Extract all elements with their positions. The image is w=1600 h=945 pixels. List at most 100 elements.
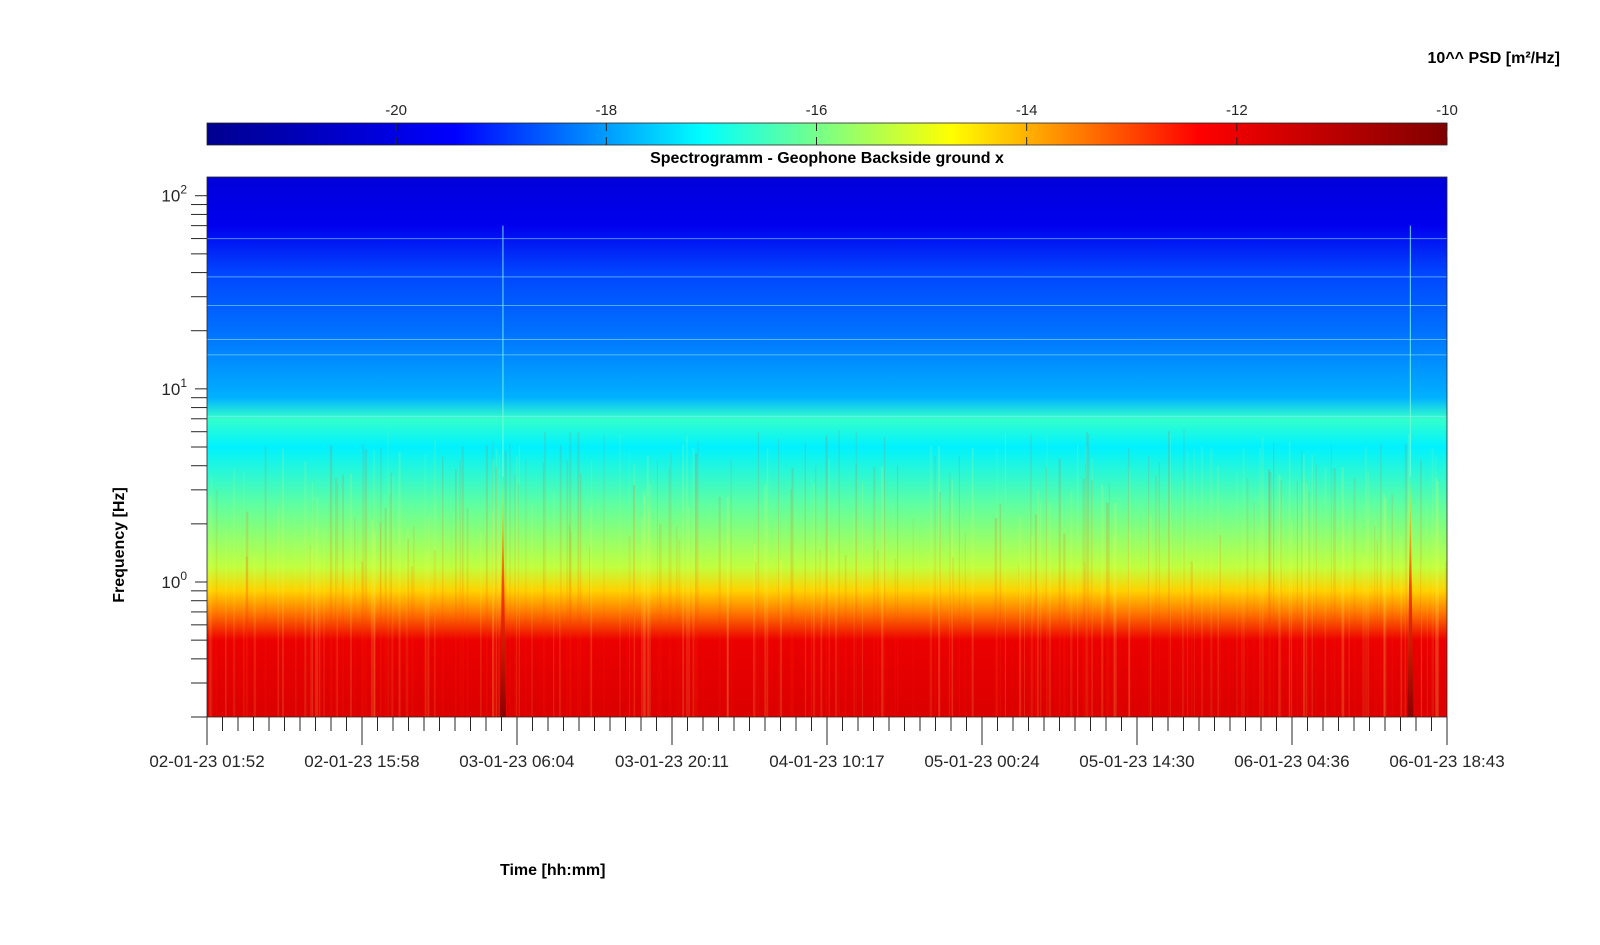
- spectrogram-streak: [370, 519, 374, 717]
- spectrogram-streak: [1127, 448, 1130, 717]
- colorbar-tick-label: -16: [806, 102, 828, 119]
- spectrogram-streak: [656, 460, 659, 717]
- spectrogram-streak: [1445, 561, 1447, 717]
- spectrogram-streak: [1315, 464, 1317, 717]
- spectrogram-streak: [1128, 529, 1130, 717]
- y-tick-label: 102: [161, 183, 187, 206]
- spectrogram-streak: [804, 442, 806, 717]
- spectrogram-streak: [669, 452, 672, 717]
- spectrogram-streak: [676, 526, 678, 717]
- spectrogram-streak: [951, 479, 954, 717]
- spectrogram-streak: [579, 473, 582, 717]
- spectrogram-streak: [628, 536, 631, 717]
- spectrogram-streak: [1114, 502, 1117, 717]
- plot-area: [206, 176, 1448, 718]
- spectrogram-streak: [1436, 480, 1439, 717]
- spectrogram-streak: [757, 432, 760, 717]
- spectrogram-streak: [1210, 448, 1213, 717]
- spectrogram-streak: [811, 477, 813, 717]
- spectrogram-streak: [695, 453, 698, 717]
- spectrogram-streak: [441, 456, 444, 717]
- spectrogram-streak: [233, 468, 236, 717]
- spectrogram-streak: [697, 441, 699, 717]
- x-tick-label: 04-01-23 10:17: [769, 752, 884, 771]
- spectrogram-streak: [718, 496, 721, 717]
- spectrogram-streak: [411, 566, 414, 717]
- spectrogram-streak: [1045, 467, 1048, 717]
- spectrogram-streak: [764, 484, 767, 717]
- spectrogram-streak: [1420, 459, 1422, 717]
- x-tick-label: 06-01-23 18:43: [1389, 752, 1504, 771]
- spectrogram-streak: [1046, 433, 1048, 717]
- spectrogram-streak: [644, 495, 646, 717]
- spectrogram-streak: [1324, 466, 1327, 717]
- spectrogram-streak: [1070, 491, 1073, 717]
- spectrogram-streak: [1246, 478, 1249, 717]
- spectrogram-streak: [492, 511, 494, 717]
- spectrogram-streak: [552, 491, 555, 717]
- spectrogram-streak: [498, 454, 500, 717]
- spectrogram-streak: [387, 430, 389, 717]
- spectrogram-streak: [425, 550, 428, 717]
- spectrogram-streak: [633, 463, 636, 717]
- spectrogram-streak: [633, 485, 635, 717]
- colorbar-tick-label: -14: [1016, 102, 1038, 119]
- spectrogram-streak: [958, 455, 961, 717]
- spectrogram-streak: [1076, 445, 1079, 717]
- spectrogram-streak: [659, 523, 662, 717]
- spectrogram-streak: [336, 561, 338, 717]
- spectrogram-streak: [1217, 465, 1219, 717]
- y-tick-label: 101: [161, 376, 187, 399]
- spectrogram-streak: [1261, 436, 1264, 717]
- spectrogram-streak: [310, 548, 313, 717]
- spectrogram-streak: [1158, 462, 1160, 717]
- spectrogram-streak: [1426, 504, 1428, 717]
- spectrogram-streak: [938, 446, 941, 717]
- spectrogram-streak: [455, 469, 457, 717]
- spectrogram-streak: [1148, 456, 1150, 717]
- spectrogram-streak: [1305, 482, 1308, 717]
- spectrogram-streak: [1236, 472, 1238, 717]
- spectrogram-streak: [949, 472, 951, 717]
- spectrogram-streak: [295, 511, 297, 717]
- spectrogram-streak: [1112, 535, 1116, 717]
- spectrogram-streak: [461, 446, 464, 717]
- spectrogram-streak: [804, 563, 807, 717]
- spectrogram-streak: [1084, 462, 1087, 717]
- spectrogram-streak: [643, 491, 645, 717]
- spectrogram-streak: [509, 443, 511, 717]
- spectrogram-streak: [643, 491, 646, 717]
- x-axis: 02-01-23 01:52 02-01-23 15:58 03-01-23 06:…: [149, 717, 1505, 771]
- spectrogram-streak: [504, 450, 507, 717]
- spectrogram-streak: [813, 483, 815, 717]
- spectrogram-streak: [1365, 446, 1367, 717]
- spectrogram-streak: [253, 555, 257, 717]
- spectrogram-streak: [1400, 536, 1403, 717]
- spectrogram-streak: [1058, 458, 1061, 717]
- spectrogram-streak: [834, 542, 838, 717]
- spectrogram-streak: [389, 494, 391, 717]
- spectrogram-streak: [1431, 448, 1434, 717]
- spectrogram-streak: [1193, 449, 1195, 717]
- y-axis: 100 101 102: [161, 183, 207, 718]
- spectrogram-streak: [1091, 479, 1093, 717]
- spectrogram-streak: [1303, 475, 1305, 717]
- spectrogram-streak: [1333, 468, 1336, 717]
- spectrogram-streak: [999, 503, 1002, 717]
- spectrogram-streak: [566, 459, 569, 717]
- spectrogram-streak: [1311, 454, 1314, 717]
- spectrogram-streak: [364, 449, 368, 717]
- spectrogram-streak: [1101, 484, 1104, 717]
- spectrogram-streak: [525, 459, 527, 717]
- spectrogram-streak: [964, 532, 967, 717]
- spectrogram-streak: [1376, 540, 1378, 717]
- spectrogram-streak: [1242, 448, 1245, 717]
- spectrogram-streak: [1219, 534, 1221, 717]
- spectrogram-streak: [407, 538, 410, 717]
- spectrogram-streak: [1091, 458, 1093, 717]
- spectrogram-streak: [323, 529, 325, 717]
- spectrogram-streak: [1435, 455, 1437, 717]
- spectrogram-streak: [459, 459, 461, 717]
- spectrogram-streak: [1302, 454, 1306, 717]
